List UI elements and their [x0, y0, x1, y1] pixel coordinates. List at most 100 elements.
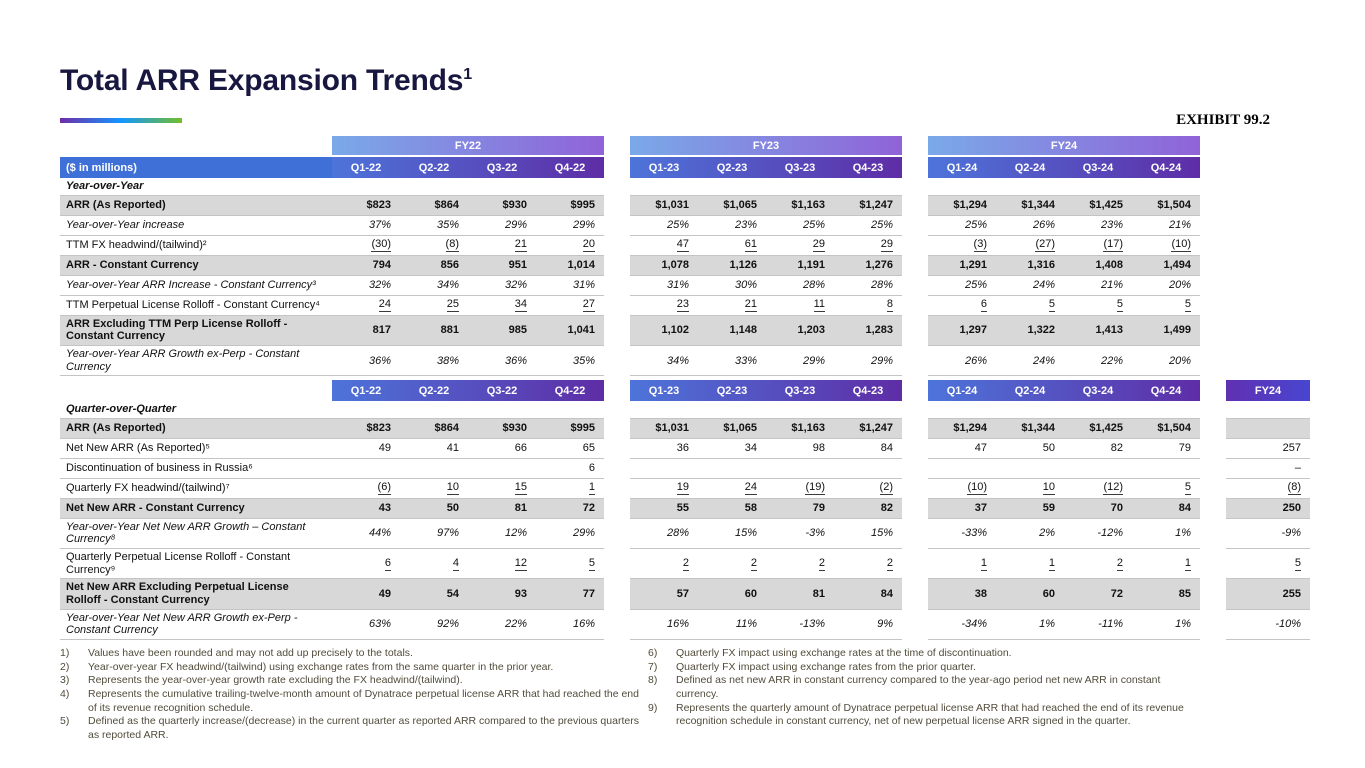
quarter-header: Q4-24 [1150, 384, 1182, 397]
quarter-header: Q4-23 [852, 161, 884, 174]
value-cell: 12 [468, 549, 536, 580]
row-label: Net New ARR - Constant Currency [60, 498, 332, 519]
value-cell: 24% [996, 276, 1064, 296]
value-cell: (3) [928, 236, 996, 256]
row-label: ARR - Constant Currency [60, 255, 332, 276]
header-spacer [1226, 157, 1310, 178]
table-row: Net New ARR - Constant Currency 43 50 81 72 5… [60, 498, 1337, 519]
underlined-value: 4 [452, 556, 459, 571]
value-cell: 25% [834, 216, 902, 236]
value-cell: 31% [536, 276, 604, 296]
underlined-value: 47 [676, 238, 689, 253]
underlined-value: 23 [676, 298, 689, 313]
value-cell: $1,294 [928, 195, 996, 216]
value-cell: 49 [332, 579, 400, 610]
column-gap [902, 316, 928, 346]
underlined-value: (27) [1035, 238, 1055, 253]
empty-cell [630, 401, 698, 419]
footnotes-left-column: 1) Values have been rounded and may not a… [60, 647, 648, 742]
value-cell: 1,499 [1132, 315, 1200, 346]
column-gap [902, 579, 928, 609]
value-cell: 21% [1064, 276, 1132, 296]
value-cell: 1,102 [630, 315, 698, 346]
footnote-number: 8) [648, 674, 658, 687]
column-gap [1200, 296, 1226, 316]
column-gap [1200, 579, 1226, 609]
value-cell: $1,065 [698, 195, 766, 216]
value-cell: 26% [996, 216, 1064, 236]
brand-accent-bar [60, 118, 182, 123]
value-cell: $1,344 [996, 195, 1064, 216]
value-cell: 9% [834, 610, 902, 640]
column-gap [902, 549, 928, 579]
value-cell [834, 459, 902, 479]
footnote-number: 6) [648, 646, 658, 659]
value-cell: 58 [698, 498, 766, 519]
value-cell [698, 459, 766, 479]
value-cell: 856 [400, 255, 468, 276]
footnote-text: Defined as the quarterly increase/(decre… [88, 715, 639, 741]
empty-cell [1132, 178, 1200, 196]
empty-cell [1064, 401, 1132, 419]
column-gap [604, 549, 630, 579]
quarter-band: Q1-24 Q2-24 Q3-24 Q4-24 [928, 380, 1200, 402]
underlined-value: (8) [445, 238, 459, 253]
column-gap [902, 346, 928, 376]
column-gap [902, 519, 928, 549]
value-cell: $1,031 [630, 195, 698, 216]
table-row: TTM Perpetual License Rolloff - Constant… [60, 296, 1337, 316]
value-cell: 24 [698, 479, 766, 499]
value-cell: -11% [1064, 610, 1132, 640]
underlined-value: 5 [1116, 298, 1123, 313]
underlined-value: 2 [682, 556, 689, 571]
value-cell: 25% [630, 216, 698, 236]
column-gap [604, 216, 630, 236]
value-cell: 60 [996, 579, 1064, 610]
underlined-value: 10 [446, 481, 459, 496]
column-gap [1200, 380, 1226, 401]
column-gap [902, 178, 928, 196]
value-cell: $1,294 [928, 418, 996, 439]
underlined-value: 19 [676, 481, 689, 496]
column-gap [604, 610, 630, 640]
value-cell: 1,276 [834, 255, 902, 276]
value-cell: 29% [468, 216, 536, 236]
empty-cell [1226, 276, 1310, 296]
underlined-value: (19) [805, 481, 825, 496]
table-row: Quarterly Perpetual License Rolloff - Co… [60, 549, 1337, 580]
value-cell: 59 [996, 498, 1064, 519]
value-cell: 50 [996, 439, 1064, 459]
value-cell: 81 [468, 498, 536, 519]
column-gap [902, 196, 928, 216]
value-cell: 23 [630, 296, 698, 316]
value-cell: (8) [400, 236, 468, 256]
table-row: FY22 FY23 FY24 [60, 136, 1337, 157]
value-cell: 6 [332, 549, 400, 580]
value-cell: 1 [928, 549, 996, 580]
value-cell [928, 459, 996, 479]
column-gap [1200, 157, 1226, 178]
quarter-header: Q2-24 [1014, 161, 1046, 174]
underlined-value: 12 [514, 556, 527, 571]
column-gap [604, 439, 630, 459]
value-cell: (2) [834, 479, 902, 499]
value-cell: 35% [536, 346, 604, 377]
table-row: Year-over-Year ARR Growth ex-Perp - Cons… [60, 346, 1337, 377]
value-cell: 985 [468, 315, 536, 346]
empty-cell [834, 178, 902, 196]
value-cell: 1,126 [698, 255, 766, 276]
value-cell: 1,283 [834, 315, 902, 346]
empty-cell [536, 401, 604, 419]
quarter-header: Q1-22 [350, 384, 382, 397]
underlined-value: (10) [967, 481, 987, 496]
quarter-band: Q1-23 Q2-23 Q3-23 Q4-23 [630, 380, 902, 402]
underlined-value: 5 [1294, 556, 1301, 571]
value-cell: 28% [834, 276, 902, 296]
footnote-number: 9) [648, 701, 658, 714]
table-row: ARR (As Reported) $823 $864 $930 $995 $1,031 $… [60, 418, 1337, 439]
value-cell: 20% [1132, 276, 1200, 296]
fy24-total-cell: -10% [1226, 610, 1310, 640]
underlined-value: 21 [744, 298, 757, 313]
column-gap [902, 401, 928, 419]
empty-cell [928, 178, 996, 196]
